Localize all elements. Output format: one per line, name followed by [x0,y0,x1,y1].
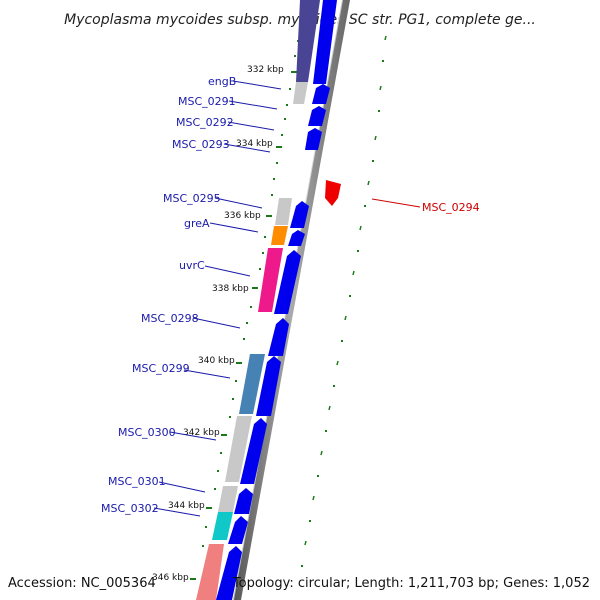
accession-text: Accession: NC_005364 [8,576,156,591]
cog-block-last [196,544,224,600]
tick-label: 340 kbp [198,356,235,366]
cog-block-engB-grey [293,82,308,104]
gene-arrow-MSC_0291 [312,84,330,104]
cog-block-MSC_0295 [275,198,292,225]
gene-label-MSC_0298[interactable]: MSC_0298 [141,312,199,325]
gene-arrow-engB [313,0,337,84]
gene-label-MSC_0300[interactable]: MSC_0300 [118,426,176,439]
gene-label-MSC_0291[interactable]: MSC_0291 [178,95,236,108]
gene-arrow-MSC_0292 [308,106,326,126]
forward-strand-track [216,0,337,600]
cog-track [196,0,320,600]
cog-block-engB [296,0,320,82]
gene-label-MSC_0292[interactable]: MSC_0292 [176,116,234,129]
cog-block-greA [271,226,288,245]
gene-arrow-MSC_0301 [234,488,253,514]
gene-arrow-greA [288,230,305,246]
tick-label: 342 kbp [183,428,220,438]
tick-label: 332 kbp [247,65,284,75]
cog-block-MSC_0301 [218,486,238,512]
outer-dotted-ring [301,60,384,567]
gene-arrow-MSC_0293 [305,128,322,150]
gene-arrow-MSC_0298 [268,318,289,356]
gene-label-engB[interactable]: engB [208,75,236,88]
gene-label-MSC_0299[interactable]: MSC_0299 [132,362,190,375]
tick-label: 336 kbp [224,211,261,221]
gene-arrow-uvrC [274,250,301,314]
gene-arrow-MSC_0294 [325,180,341,206]
gene-label-MSC_0293[interactable]: MSC_0293 [172,138,230,151]
cog-block-MSC_0300 [225,416,252,482]
topology-text: Topology: circular; Length: 1,211,703 bp… [232,576,590,591]
gene-arrow-last [216,546,242,600]
gene-labels: engB MSC_0291 MSC_0292 MSC_0293 MSC_0295… [101,75,480,515]
outer-tick-ring [304,35,387,546]
gene-leader-lines [153,80,421,517]
genome-backbone [233,0,350,600]
gene-label-MSC_0294[interactable]: MSC_0294 [422,201,480,214]
tick-label: 334 kbp [236,139,273,149]
cog-block-MSC_0302 [212,512,233,540]
cog-block-MSC_0299 [239,354,265,414]
tick-labels: 332 kbp 334 kbp 336 kbp 338 kbp 340 kbp … [152,65,284,583]
cog-block-uvrC [258,248,283,312]
gene-arrow-MSC_0300 [240,418,267,484]
gene-label-greA[interactable]: greA [184,217,210,230]
tick-label: 338 kbp [212,284,249,294]
gene-label-MSC_0295[interactable]: MSC_0295 [163,192,221,205]
gene-arrow-MSC_0299 [256,356,281,416]
gene-arrow-MSC_0295 [290,201,309,228]
gene-arrow-MSC_0302 [228,516,248,544]
gene-label-MSC_0301[interactable]: MSC_0301 [108,475,166,488]
tick-label: 344 kbp [168,501,205,511]
tick-label: 346 kbp [152,573,189,583]
gene-label-MSC_0302[interactable]: MSC_0302 [101,502,159,515]
gene-label-uvrC[interactable]: uvrC [179,259,205,272]
